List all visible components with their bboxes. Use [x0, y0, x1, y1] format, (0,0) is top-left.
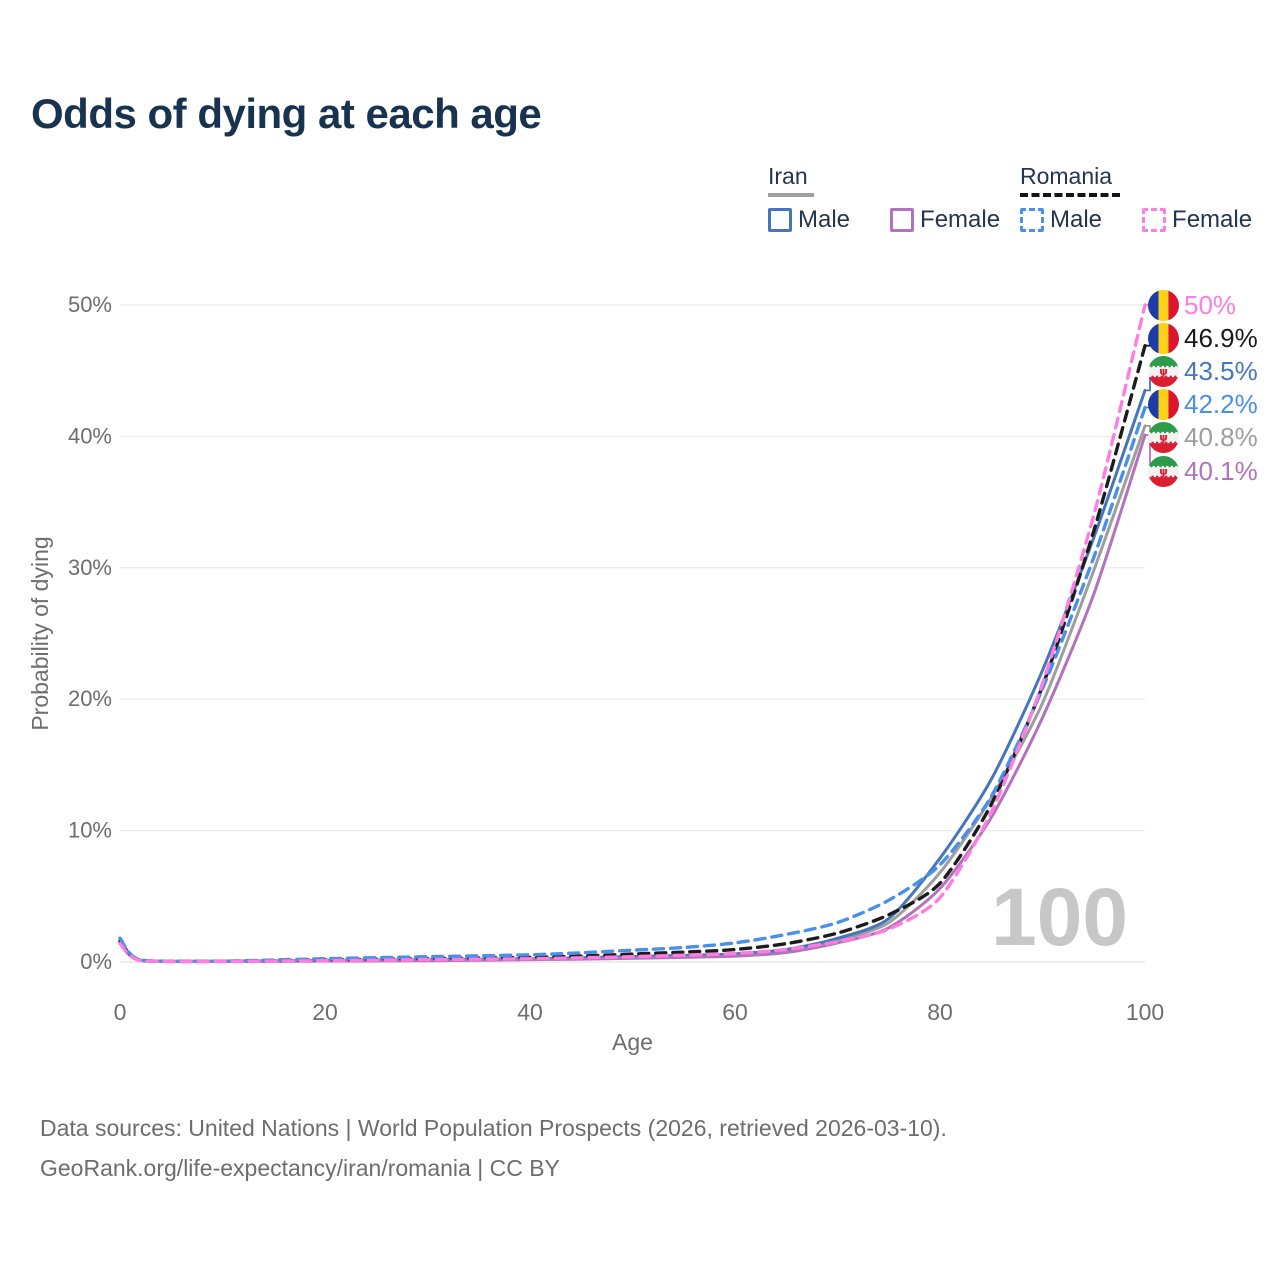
- legend-item-romania-male[interactable]: Male: [1020, 206, 1102, 234]
- x-tick-label: 100: [1126, 999, 1164, 1025]
- end-label-connector-romania-all: [1145, 337, 1157, 347]
- footer: Data sources: United Nations | World Pop…: [40, 1108, 947, 1188]
- end-label-connector-iran-female: [1145, 434, 1157, 472]
- y-tick-label: 20%: [68, 686, 112, 711]
- romania-female-swatch-icon: [1142, 208, 1167, 232]
- age-watermark: 100: [991, 872, 1128, 963]
- legend-item-romania-female[interactable]: Female: [1142, 206, 1252, 234]
- end-label-connector-iran-male: [1145, 370, 1157, 392]
- x-tick-label: 0: [114, 999, 127, 1025]
- footer-link: GeoRank.org/life-expectancy/iran/romania…: [40, 1155, 560, 1181]
- x-tick-label: 20: [312, 999, 338, 1025]
- legend-country-romania: Romania: [1020, 163, 1113, 189]
- legend-item-label: Female: [1172, 206, 1253, 233]
- end-label-connector-romania-male: [1145, 403, 1157, 409]
- x-axis-title: Age: [612, 1029, 653, 1055]
- x-tick-label: 60: [722, 999, 748, 1025]
- legend-item-label: Male: [798, 206, 851, 233]
- legend-item-iran-female[interactable]: Female: [890, 206, 1000, 234]
- legend-line-swatch-romania: [1020, 193, 1120, 197]
- x-tick-label: 40: [517, 999, 543, 1025]
- legend-item-iran-male[interactable]: Male: [768, 206, 850, 234]
- y-axis-title: Probability of dying: [27, 536, 53, 730]
- legend-group-romania: Romania Male Female: [1020, 163, 1252, 234]
- series-line-iran-female: [118, 433, 1147, 964]
- page-title: Odds of dying at each age: [31, 90, 542, 137]
- legend-group-iran: Iran Male Female: [768, 163, 1000, 234]
- y-tick-label: 0%: [80, 949, 112, 974]
- x-tick-label: 80: [927, 999, 953, 1025]
- y-tick-label: 30%: [68, 555, 112, 580]
- legend-line-swatch-iran: [768, 193, 814, 197]
- end-label-connector-iran-all: [1145, 425, 1157, 439]
- y-tick-label: 50%: [68, 292, 112, 317]
- series-line-romania-female: [118, 303, 1147, 964]
- iran-male-swatch-icon: [768, 208, 792, 232]
- romania-male-swatch-icon: [1020, 208, 1044, 232]
- legend-country-iran: Iran: [768, 163, 808, 189]
- footer-sources: Data sources: United Nations | World Pop…: [40, 1115, 947, 1141]
- legend-item-label: Female: [920, 206, 1001, 233]
- y-tick-label: 40%: [68, 423, 112, 448]
- iran-female-swatch-icon: [890, 208, 915, 232]
- series-line-romania-all: [118, 344, 1147, 964]
- y-tick-label: 10%: [68, 818, 112, 843]
- legend-item-label: Male: [1050, 206, 1103, 233]
